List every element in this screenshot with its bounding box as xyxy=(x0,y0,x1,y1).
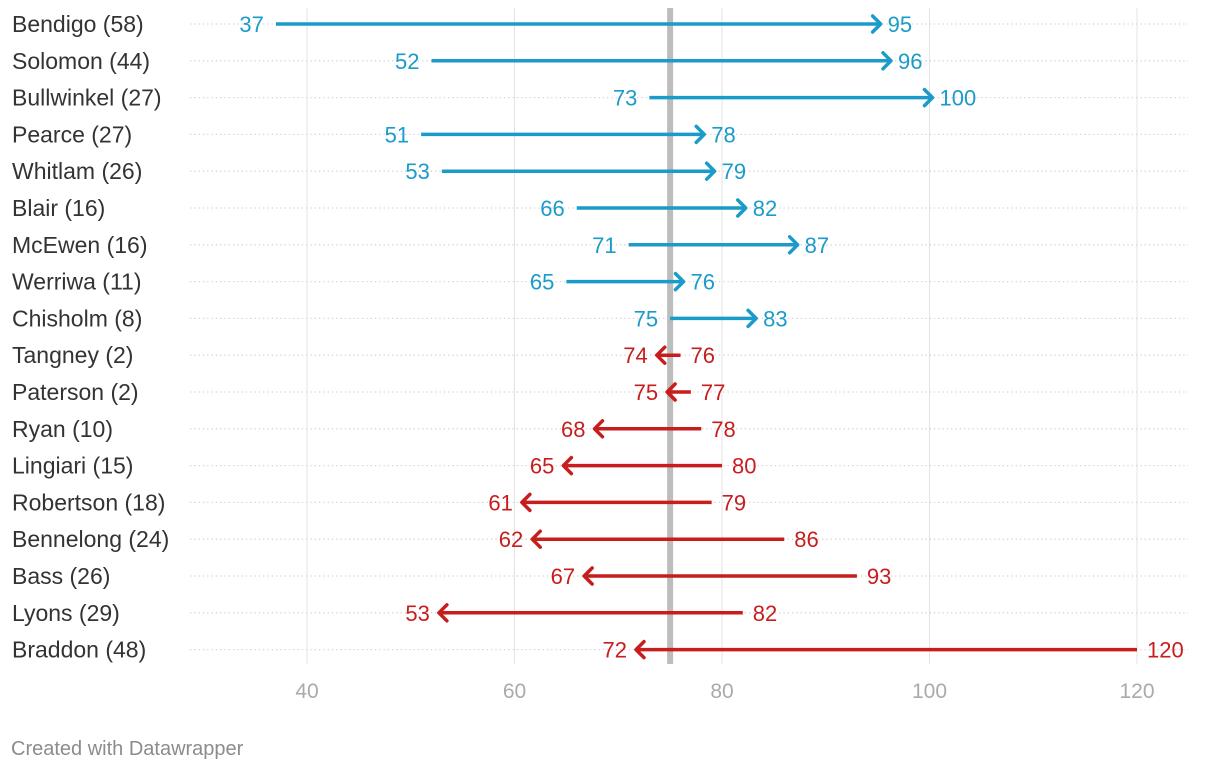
value-label-high: 76 xyxy=(691,343,715,368)
row-label: Bullwinkel (27) xyxy=(12,85,162,111)
row-label: Solomon (44) xyxy=(12,48,150,74)
row-label: Lyons (29) xyxy=(12,600,120,626)
value-label-low: 51 xyxy=(385,122,409,147)
value-label-high: 77 xyxy=(701,380,725,405)
value-label-high: 83 xyxy=(763,306,787,331)
arrow-head xyxy=(673,271,686,292)
value-label-low: 71 xyxy=(592,233,616,258)
arrow-head xyxy=(704,161,717,181)
arrow-head xyxy=(746,308,758,329)
arrow-head xyxy=(787,235,800,255)
value-label-low: 66 xyxy=(540,196,564,221)
value-label-low: 53 xyxy=(405,159,429,184)
arrow-head xyxy=(582,566,594,586)
value-label-high: 79 xyxy=(722,490,746,515)
arrow-head xyxy=(870,14,883,34)
row-label: Bendigo (58) xyxy=(12,11,144,37)
value-label-low: 72 xyxy=(603,638,627,663)
value-label-low: 61 xyxy=(488,490,512,515)
arrow-head xyxy=(520,492,532,513)
x-tick-label: 60 xyxy=(503,680,526,703)
value-label-high: 76 xyxy=(691,270,715,295)
value-label-low: 52 xyxy=(395,49,419,74)
value-label-high: 78 xyxy=(711,417,735,442)
value-label-high: 80 xyxy=(732,454,756,479)
x-tick-label: 120 xyxy=(1119,680,1154,703)
value-label-high: 82 xyxy=(753,601,777,626)
value-label-low: 53 xyxy=(405,601,429,626)
arrow-head xyxy=(561,455,574,476)
value-label-low: 68 xyxy=(561,417,585,442)
row-label: Pearce (27) xyxy=(12,121,132,147)
x-tick-label: 100 xyxy=(912,680,947,703)
value-label-high: 78 xyxy=(711,122,735,147)
value-label-high: 100 xyxy=(940,86,977,111)
row-label: Bass (26) xyxy=(12,563,110,589)
row-label: Blair (16) xyxy=(12,195,105,221)
arrow-head xyxy=(922,87,935,108)
arrow-head xyxy=(655,345,667,365)
value-label-low: 74 xyxy=(623,343,647,368)
value-label-low: 73 xyxy=(613,86,637,111)
row-label: Braddon (48) xyxy=(12,637,146,663)
row-label: Lingiari (15) xyxy=(12,453,133,479)
value-label-high: 93 xyxy=(867,564,891,589)
row-label: Robertson (18) xyxy=(12,489,165,515)
row-label: Whitlam (26) xyxy=(12,158,142,184)
value-label-low: 62 xyxy=(499,527,523,552)
arrow-head xyxy=(437,603,449,623)
row-label: Bennelong (24) xyxy=(12,526,169,552)
row-label: Chisholm (8) xyxy=(12,305,142,331)
value-label-low: 65 xyxy=(530,454,554,479)
row-label: McEwen (16) xyxy=(12,232,147,258)
arrow-head xyxy=(665,382,677,402)
value-label-high: 96 xyxy=(898,49,922,74)
arrow-head xyxy=(634,639,646,660)
value-label-low: 75 xyxy=(634,380,658,405)
row-label: Paterson (2) xyxy=(12,379,139,405)
value-label-low: 65 xyxy=(530,270,554,295)
value-label-high: 87 xyxy=(805,233,829,258)
value-label-high: 95 xyxy=(888,12,912,37)
value-label-high: 86 xyxy=(794,527,818,552)
arrow-head xyxy=(530,529,542,549)
value-label-low: 37 xyxy=(239,12,263,37)
row-label: Ryan (10) xyxy=(12,416,113,442)
arrow-head xyxy=(736,198,748,218)
value-label-low: 67 xyxy=(551,564,575,589)
arrow-chart: 40 60 80 100 120 Bendigo (58) 37 95 Solomon (44)… xyxy=(12,8,1188,703)
row-label: Werriwa (11) xyxy=(12,269,142,295)
value-label-low: 75 xyxy=(634,306,658,331)
value-label-high: 82 xyxy=(753,196,777,221)
value-label-high: 120 xyxy=(1147,638,1184,663)
x-tick-label: 40 xyxy=(295,680,318,703)
x-tick-label: 80 xyxy=(710,680,733,703)
value-label-high: 79 xyxy=(722,159,746,184)
arrow-head xyxy=(592,419,605,439)
arrow-head xyxy=(881,51,893,71)
arrow-head xyxy=(694,124,706,145)
row-label: Tangney (2) xyxy=(12,342,133,368)
credit-text: Created with Datawrapper xyxy=(11,738,244,760)
